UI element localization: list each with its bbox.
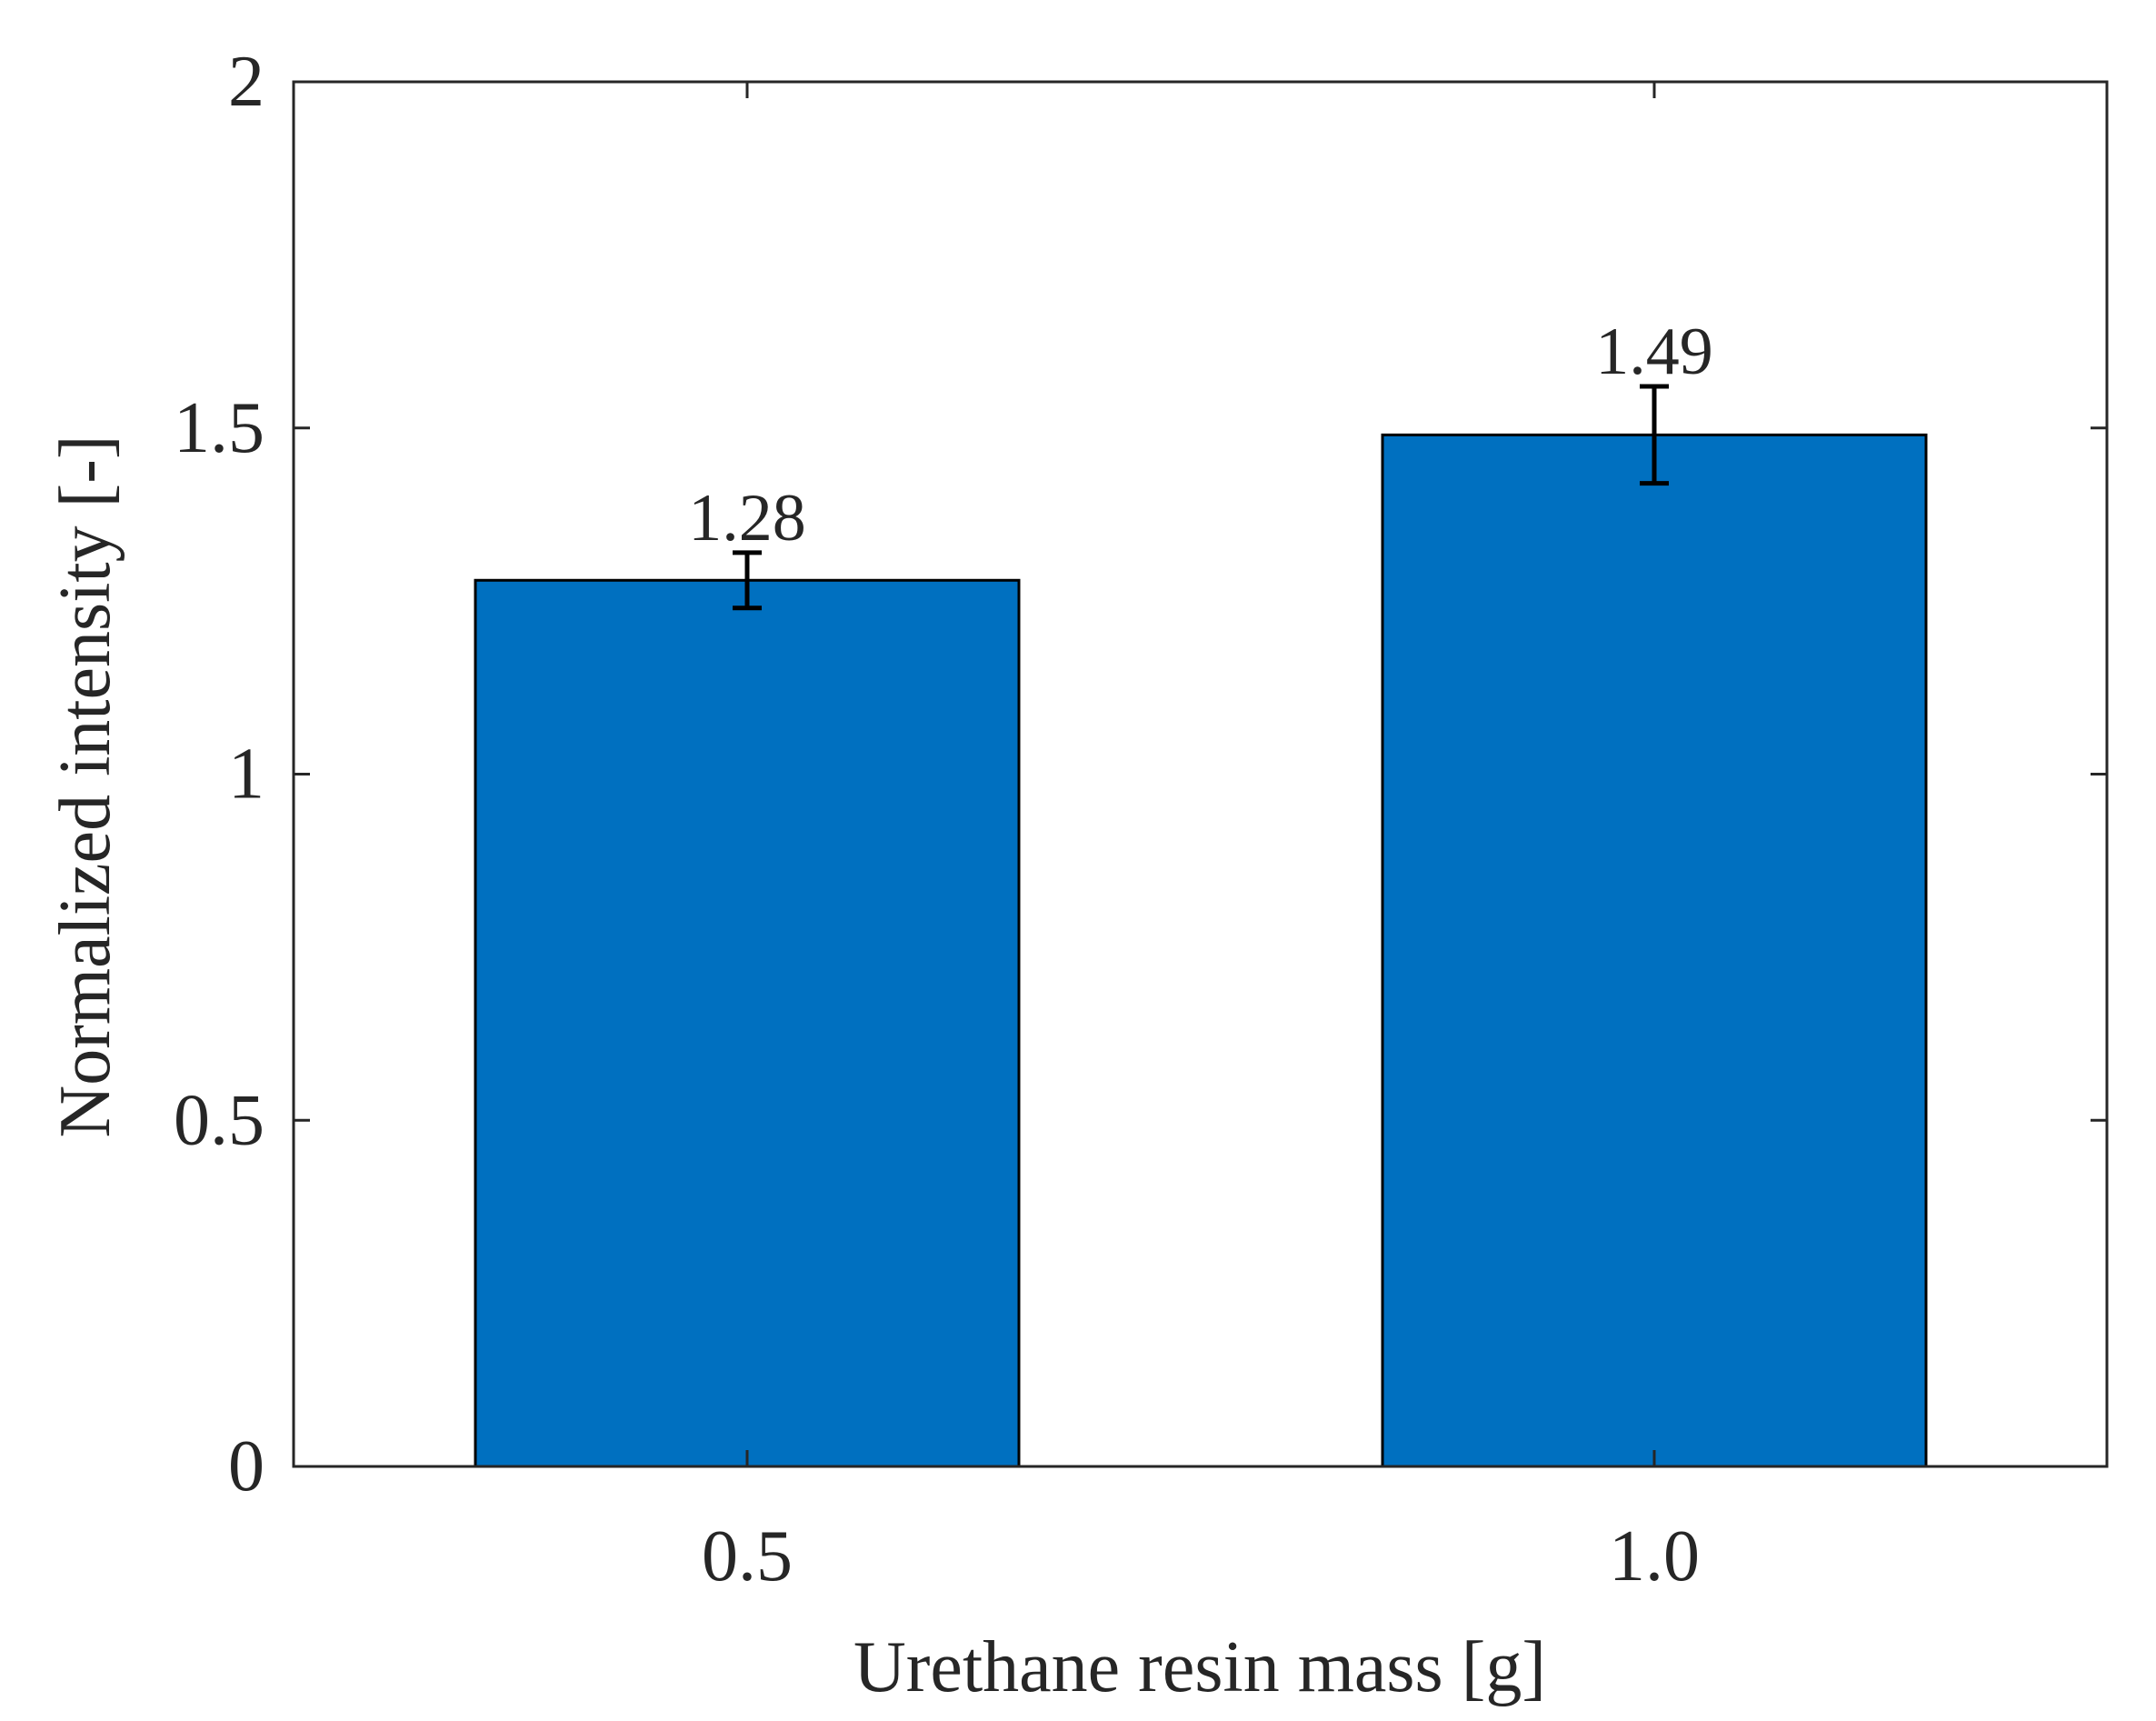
y-axis-label: Normalized intensity [-] <box>45 435 125 1137</box>
bar-0.5 <box>474 578 1021 1468</box>
plot-area: 1.28 1.49 0 0.5 1 1.5 2 0.5 1.0 <box>174 42 2109 1596</box>
x-axis-label: Urethane resin mass [g] <box>853 1627 1546 1707</box>
y-tick-label: 1 <box>228 735 265 815</box>
x-tick-label: 0.5 <box>702 1516 793 1596</box>
y-tick-label: 0.5 <box>174 1080 265 1160</box>
data-label-0.5: 1.28 <box>688 481 806 555</box>
bar-1.0 <box>1381 433 1928 1468</box>
data-label-1.0: 1.49 <box>1595 315 1713 389</box>
x-tick-label: 1.0 <box>1609 1516 1700 1596</box>
y-tick-label: 2 <box>228 42 265 122</box>
y-tick-label: 0 <box>228 1426 265 1506</box>
y-tick-label: 1.5 <box>174 388 265 468</box>
